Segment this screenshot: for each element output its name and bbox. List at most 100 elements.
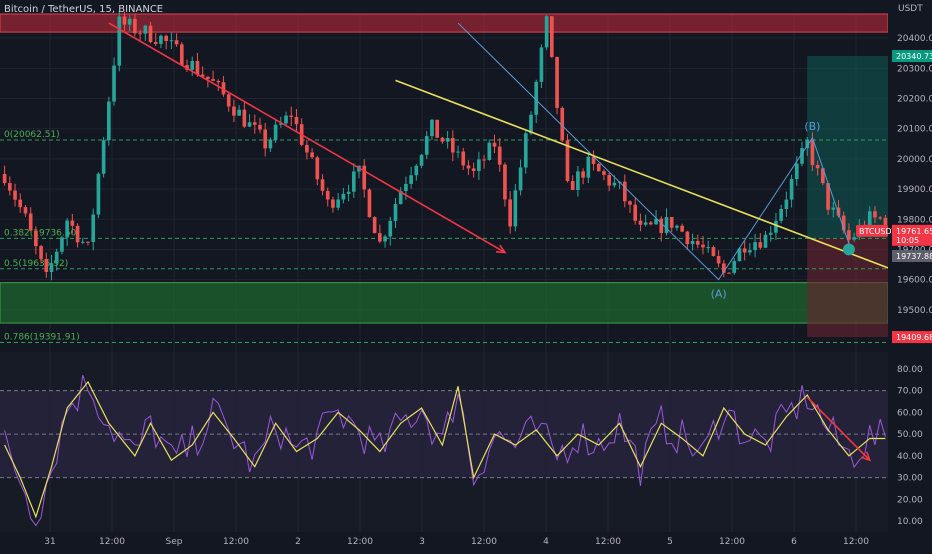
candle-body: [190, 60, 195, 70]
wave-label: (A): [711, 288, 727, 301]
candle-body: [539, 47, 544, 82]
candle-body: [424, 136, 429, 155]
candle-body: [242, 109, 247, 127]
rsi-tick: 40.00: [897, 452, 923, 462]
candle-body: [211, 79, 215, 81]
rsi-tick: 60.00: [897, 408, 923, 418]
candle-body: [206, 76, 210, 80]
candle-body: [497, 146, 502, 165]
candle-body: [393, 204, 398, 221]
candle-body: [18, 199, 23, 208]
candle-body: [414, 165, 419, 176]
candle-body: [315, 157, 320, 180]
timer-price-text: 10:05: [896, 236, 919, 245]
candle-body: [127, 18, 132, 25]
candle-body: [23, 207, 28, 214]
candle-body: [232, 106, 236, 116]
candle-body: [60, 237, 64, 252]
candle-body: [122, 16, 127, 25]
candle-body: [669, 217, 674, 228]
time-tick: 12:00: [471, 537, 497, 547]
candle-body: [612, 182, 617, 186]
candle-body: [221, 82, 226, 95]
rsi-tick: 50.00: [897, 430, 923, 440]
candle-body: [179, 44, 184, 66]
candle-body: [716, 256, 721, 264]
candle-body: [711, 247, 716, 257]
time-tick: 6: [791, 537, 797, 547]
candle-body: [794, 163, 799, 180]
candle-body: [112, 65, 116, 102]
red-trendline-arrowhead: [495, 244, 507, 254]
candle-body: [722, 263, 726, 273]
candle-body: [305, 144, 309, 153]
candle-body: [763, 234, 768, 248]
candle-body: [138, 33, 142, 35]
candle-body: [440, 137, 445, 142]
candle-body: [659, 218, 664, 233]
time-tick: 12:00: [347, 537, 373, 547]
candle-body: [279, 123, 283, 125]
rsi-trendline: [806, 396, 871, 461]
candle-body: [294, 117, 299, 125]
rsi-tick: 10.00: [897, 517, 923, 527]
candle-body: [169, 40, 174, 42]
candle-body: [513, 190, 518, 227]
candle-body: [789, 179, 794, 200]
candle-body: [148, 25, 153, 43]
candle-body: [560, 107, 565, 141]
entry-marker-icon: [842, 243, 855, 256]
entry-price-text: 19737.88: [896, 252, 932, 261]
wave-line: [457, 22, 850, 281]
chart-title: Bitcoin / TetherUS, 15, BINANCE: [4, 4, 164, 15]
candle-body: [252, 122, 257, 125]
time-tick: 12:00: [719, 537, 745, 547]
red-trendline: [108, 22, 506, 254]
candle-body: [622, 181, 627, 202]
currency-label: USDT: [898, 4, 923, 14]
candle-body: [331, 199, 335, 208]
candle-body: [695, 240, 700, 245]
candle-body: [65, 220, 69, 238]
candle-body: [638, 220, 643, 225]
candle-body: [247, 122, 252, 127]
candle-body: [768, 232, 773, 235]
fib-level-label: 0(20062.51): [4, 130, 60, 140]
candle-body: [164, 35, 168, 41]
candle-body: [117, 16, 122, 66]
price-tick: 19600.00: [897, 276, 932, 286]
candle-body: [675, 225, 679, 228]
stop-price-tag: [892, 331, 932, 344]
time-tick: 3: [419, 537, 425, 547]
rsi-tick: 70.00: [897, 387, 923, 397]
time-tick: 31: [44, 537, 55, 547]
candle-body: [836, 207, 841, 216]
candle-body: [75, 225, 80, 243]
candle-body: [784, 199, 789, 209]
candle-body: [664, 217, 669, 233]
rsi-tick: 30.00: [897, 474, 923, 484]
candle-body: [690, 240, 695, 245]
symbol-tag: [856, 224, 888, 237]
rsi-pane: [0, 352, 888, 534]
candle-body: [362, 165, 367, 190]
candle-body: [450, 138, 455, 153]
stop-price-text: 19409.68: [896, 333, 932, 342]
price-tick: 20200.00: [897, 95, 932, 105]
candle-body: [873, 211, 877, 218]
candle-body: [404, 183, 408, 191]
candle-body: [821, 168, 825, 184]
price-tick: 20400.00: [897, 34, 932, 44]
candle-body: [372, 217, 377, 234]
candle-body: [570, 180, 575, 190]
candle-body: [742, 248, 747, 253]
target-price-text: 20340.73: [896, 52, 932, 61]
candle-body: [591, 156, 596, 164]
rsi-ma-line: [4, 380, 886, 519]
candle-body: [680, 225, 684, 232]
candle-body: [706, 247, 711, 249]
candle-body: [174, 40, 179, 45]
target-price-tag: [892, 50, 932, 63]
entry-price-tag: [892, 250, 932, 263]
